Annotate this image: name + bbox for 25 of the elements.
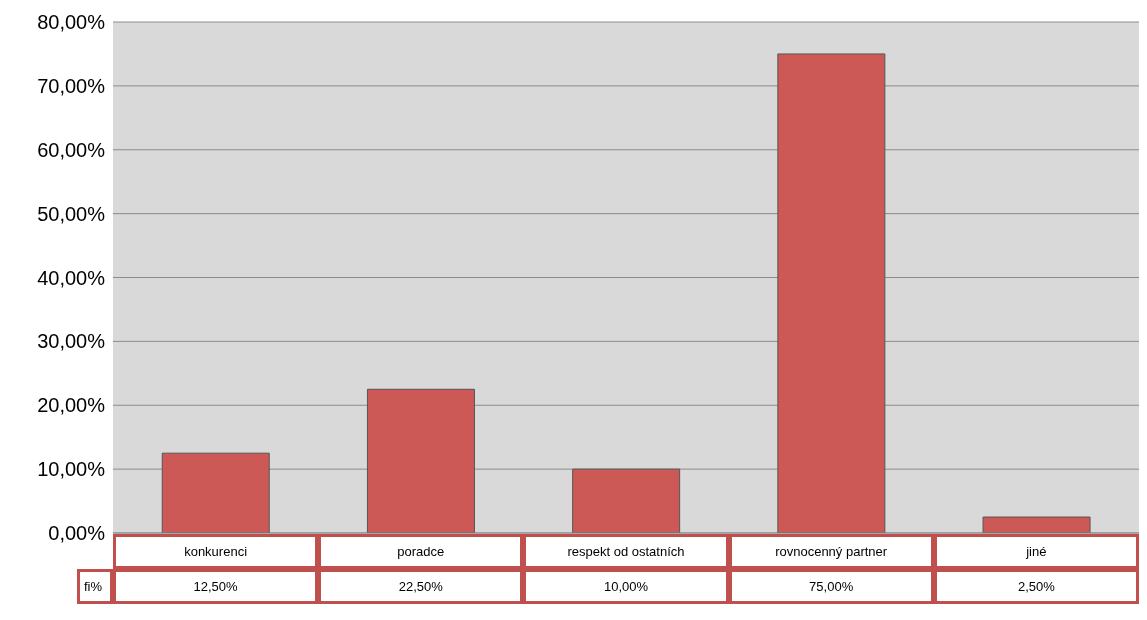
text: fi%: [77, 569, 113, 604]
data-label: 10,00%: [523, 569, 729, 604]
x-tick-label: konkurenci: [113, 534, 319, 569]
y-tick-label: 80,00%: [37, 11, 106, 34]
bar: [161, 452, 270, 533]
y-tick-label: 30,00%: [37, 330, 106, 353]
bar: [572, 468, 681, 533]
bar: [982, 516, 1091, 533]
x-tick-label: respekt od ostatních: [523, 534, 729, 569]
data-label: 12,50%: [113, 569, 319, 604]
y-tick-label: 10,00%: [37, 458, 106, 481]
bar: [777, 53, 886, 533]
data-label: 2,50%: [933, 569, 1139, 604]
x-tick-label: jiné: [933, 534, 1139, 569]
y-tick-label: 60,00%: [37, 138, 106, 161]
data-label: 22,50%: [318, 569, 524, 604]
y-tick-label: 40,00%: [37, 266, 106, 289]
y-tick-label: 0,00%: [48, 522, 106, 545]
bar: [366, 388, 475, 533]
y-tick-label: 20,00%: [37, 394, 106, 417]
x-tick-label: poradce: [318, 534, 524, 569]
data-label: 75,00%: [728, 569, 934, 604]
y-tick-label: 50,00%: [37, 202, 106, 225]
y-tick-label: 70,00%: [37, 74, 106, 97]
x-tick-label: rovnocenný partner: [728, 534, 934, 569]
